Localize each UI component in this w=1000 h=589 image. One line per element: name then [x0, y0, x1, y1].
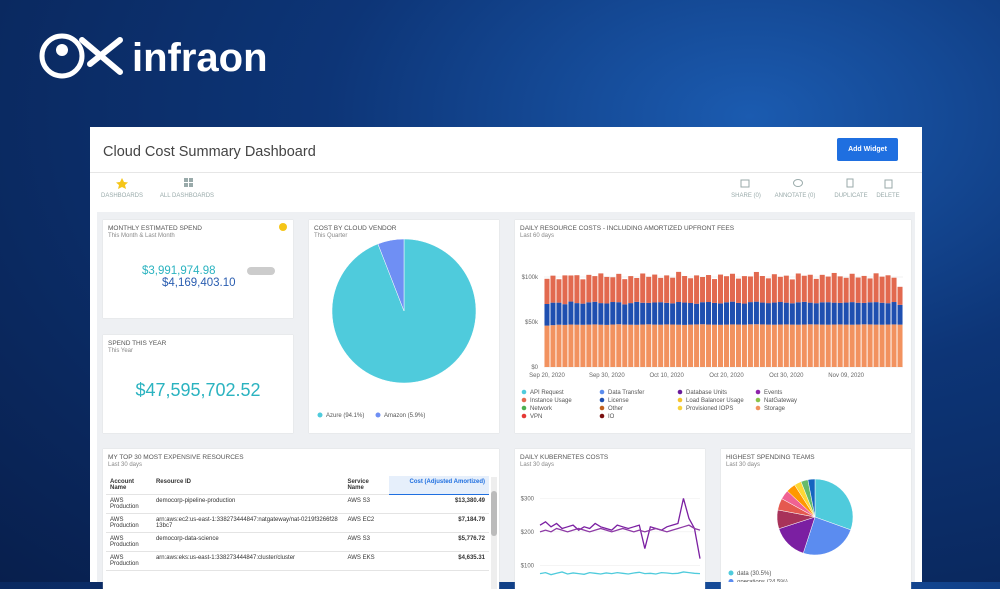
- table-cell: $7,184.79: [389, 513, 489, 533]
- widget-subtitle: This Quarter: [314, 233, 348, 239]
- toolbar-icons: [116, 178, 893, 189]
- previous-spend: $4,169,403.10: [162, 277, 236, 289]
- widget-kubernetes: DAILY KUBERNETES COSTS Last 30 days: [515, 449, 705, 589]
- logo: infraon: [39, 33, 268, 80]
- table-cell: AWS Production: [106, 494, 152, 514]
- widget-subtitle: Last 30 days: [520, 462, 555, 468]
- toolbar-dashboards[interactable]: DASHBOARDS: [100, 193, 143, 199]
- widget-title: MONTHLY ESTIMATED SPEND: [108, 225, 202, 232]
- widget-title: MY TOP 30 MOST EXPENSIVE RESOURCES: [108, 454, 244, 461]
- widget-title: DAILY RESOURCE COSTS - INCLUDING AMORTIZ…: [520, 225, 735, 232]
- table-cell: arn:aws:ec2:us-east-1:338273444847:natga…: [151, 513, 344, 533]
- widget-year: SPEND THIS YEAR This Year $47,595,702.52: [103, 335, 293, 433]
- current-spend: $3,991,974.98: [142, 265, 216, 277]
- widget-title: DAILY KUBERNETES COSTS: [520, 454, 609, 461]
- widget-title: SPEND THIS YEAR: [108, 340, 167, 347]
- table-cell: AWS Production: [106, 513, 152, 533]
- widget-subtitle: Last 60 days: [520, 233, 555, 239]
- widget-daily: DAILY RESOURCE COSTS - INCLUDING AMORTIZ…: [515, 220, 911, 433]
- toolbar-duplicate[interactable]: DUPLICATE: [834, 193, 868, 199]
- table-cell: arn:aws:eks:us-east-1:338273444847:clust…: [151, 551, 344, 571]
- table-cell: AWS S3: [343, 494, 390, 514]
- table-cell: $4,635.31: [389, 551, 489, 571]
- column-header[interactable]: Resource ID: [151, 476, 344, 495]
- warning-icon: [279, 223, 287, 231]
- toolbar-share[interactable]: SHARE (0): [731, 193, 761, 199]
- column-header[interactable]: Account Name: [106, 476, 152, 495]
- table-cell: AWS Production: [106, 532, 152, 552]
- year-spend: $47,595,702.52: [135, 380, 261, 400]
- column-header[interactable]: Service Name: [343, 476, 390, 495]
- widget-subtitle: This Year: [108, 348, 134, 354]
- table-cell: AWS EC2: [343, 513, 390, 533]
- scrollbar[interactable]: [491, 477, 497, 589]
- table-cell: democorp-data-science: [151, 532, 344, 552]
- widget-title: COST BY CLOUD VENDOR: [314, 225, 397, 232]
- add-widget-button[interactable]: Add Widget: [837, 138, 898, 161]
- widget-table: MY TOP 30 MOST EXPENSIVE RESOURCES Last …: [103, 449, 499, 589]
- table-cell: AWS Production: [106, 551, 152, 571]
- widget-subtitle: Last 30 days: [726, 462, 761, 468]
- toolbar-annotate[interactable]: ANNOTATE (0): [774, 193, 816, 199]
- table-cell: democorp-pipeline-production: [151, 494, 344, 514]
- table-cell: AWS EKS: [343, 551, 390, 571]
- widget-vendor: COST BY CLOUD VENDOR This Quarter: [309, 220, 499, 433]
- brand-name: infraon: [132, 36, 268, 80]
- resource-table: Account Name Resource ID Service Name Cost …: [106, 476, 489, 571]
- toolbar-all-dashboards[interactable]: ALL DASHBOARDS: [159, 193, 215, 199]
- divider: [90, 172, 922, 173]
- dashboard-title: Cloud Cost Summary Dashboard: [103, 144, 316, 160]
- widget-subtitle: This Month & Last Month: [108, 233, 175, 239]
- table-cell: AWS S3: [343, 532, 390, 552]
- widget-title: HIGHEST SPENDING TEAMS: [726, 454, 815, 461]
- table-cell: $13,380.49: [389, 494, 489, 514]
- widget-monthly: MONTHLY ESTIMATED SPEND This Month & Las…: [103, 220, 293, 318]
- change-badge: [247, 267, 275, 275]
- toolbar-delete[interactable]: DELETE: [876, 193, 900, 199]
- column-header[interactable]: Cost (Adjusted Amortized): [389, 476, 489, 495]
- widget-subtitle: Last 30 days: [108, 462, 143, 468]
- table-cell: $5,776.72: [389, 532, 489, 552]
- widget-teams: HIGHEST SPENDING TEAMS Last 30 days: [721, 449, 911, 589]
